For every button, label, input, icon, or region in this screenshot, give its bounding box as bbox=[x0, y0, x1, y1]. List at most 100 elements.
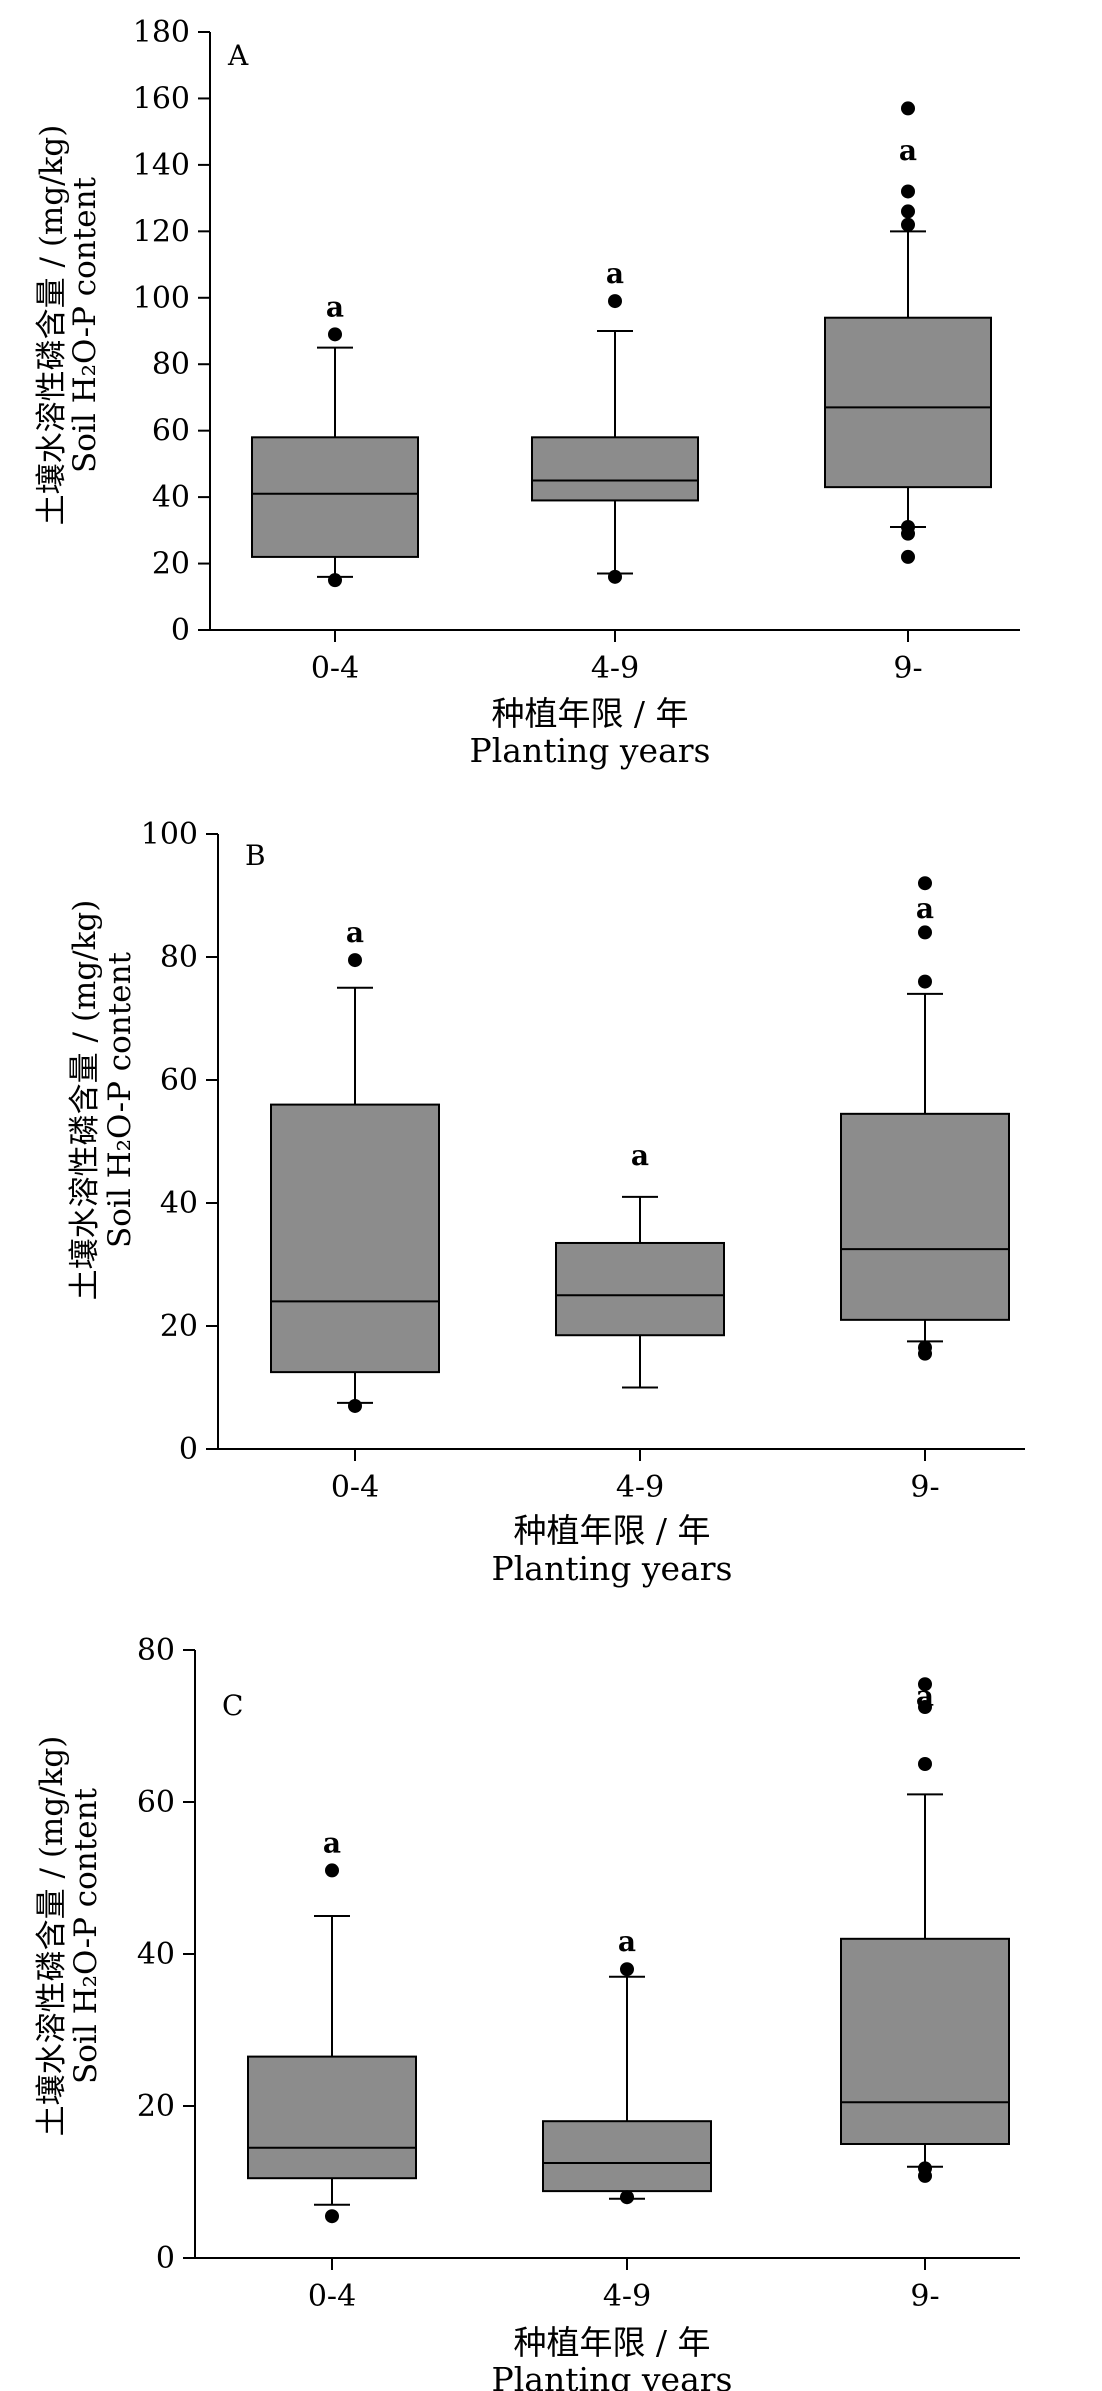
significance-label: a bbox=[606, 257, 624, 290]
x-tick-label: 9- bbox=[910, 1470, 939, 1505]
outlier-point bbox=[325, 2209, 339, 2224]
y-axis-label-cn: 土壤水溶性磷含量 / (mg/kg) bbox=[34, 125, 70, 526]
outlier-point bbox=[608, 569, 622, 584]
y-tick-label: 80 bbox=[137, 1633, 175, 1668]
outlier-point bbox=[918, 1700, 932, 1714]
panel-letter: B bbox=[245, 839, 266, 872]
outlier-point bbox=[348, 1398, 362, 1413]
iqr-box bbox=[270, 1103, 440, 1374]
y-tick-label: 0 bbox=[156, 2241, 175, 2276]
outlier-point bbox=[901, 204, 915, 219]
box-b-2: a bbox=[555, 1139, 725, 1389]
y-tick-label: 80 bbox=[160, 940, 198, 975]
y-tick-label: 60 bbox=[137, 1785, 175, 1820]
y-tick-label: 40 bbox=[137, 1937, 175, 1972]
x-tick-label: 0-4 bbox=[331, 1470, 379, 1505]
outlier-point bbox=[608, 294, 622, 309]
significance-label: a bbox=[323, 1826, 341, 1859]
x-tick-label: 4-9 bbox=[591, 651, 639, 686]
box-c-2: a bbox=[542, 1925, 712, 2205]
iqr-box bbox=[531, 436, 699, 502]
box-b-3: a bbox=[840, 876, 1010, 1361]
y-tick-label: 20 bbox=[137, 2089, 175, 2124]
panel-letter: A bbox=[227, 39, 249, 72]
x-axis-label-cn: 种植年限 / 年 bbox=[491, 694, 688, 733]
y-tick-label: 40 bbox=[160, 1186, 198, 1221]
outlier-point bbox=[901, 520, 915, 535]
panel-letter: C bbox=[222, 1689, 243, 1722]
y-axis-label-cn: 土壤水溶性磷含量 / (mg/kg) bbox=[67, 900, 103, 1301]
y-tick-label: 40 bbox=[152, 480, 190, 515]
significance-label: a bbox=[916, 892, 934, 925]
x-tick-label: 4-9 bbox=[603, 2279, 651, 2314]
y-tick-label: 120 bbox=[133, 214, 190, 249]
significance-label: a bbox=[618, 1925, 636, 1958]
outlier-point bbox=[328, 327, 342, 342]
iqr-box bbox=[840, 1112, 1010, 1321]
outlier-point bbox=[348, 953, 362, 968]
x-axis-label-en: Planting years bbox=[492, 1549, 733, 1588]
outlier-point bbox=[918, 1340, 932, 1355]
y-tick-label: 140 bbox=[133, 148, 190, 183]
x-tick-label: 0-4 bbox=[308, 2279, 356, 2314]
outlier-point bbox=[620, 2190, 634, 2205]
x-tick-label: 4-9 bbox=[616, 1470, 664, 1505]
significance-label: a bbox=[326, 290, 344, 323]
box-a-2: a bbox=[531, 257, 699, 584]
x-tick-label: 9- bbox=[910, 2279, 939, 2314]
outlier-point bbox=[328, 573, 342, 588]
y-tick-label: 60 bbox=[152, 414, 190, 449]
outlier-point bbox=[901, 101, 915, 116]
box-a-1: a bbox=[251, 290, 419, 588]
y-axis-label-en: Soil H₂O-P content bbox=[68, 1787, 104, 2084]
outlier-point bbox=[901, 549, 915, 564]
y-tick-label: 0 bbox=[179, 1432, 198, 1467]
significance-label: a bbox=[899, 134, 917, 167]
y-tick-label: 80 bbox=[152, 347, 190, 382]
y-axis-label-cn: 土壤水溶性磷含量 / (mg/kg) bbox=[34, 1736, 70, 2137]
outlier-point bbox=[918, 1757, 932, 1771]
box-c-1: a bbox=[247, 1826, 417, 2224]
y-tick-label: 20 bbox=[152, 547, 190, 582]
iqr-box bbox=[251, 436, 419, 558]
outlier-point bbox=[620, 1962, 634, 1977]
chart-panel-b: 0 20 40 60 80 100 0-4 4-9 9- a a a B 种植年限 / 年Planting… bbox=[67, 817, 1025, 1588]
y-tick-label: 0 bbox=[171, 613, 190, 648]
outlier-point bbox=[918, 2161, 932, 2176]
outlier-point bbox=[901, 217, 915, 232]
y-tick-label: 160 bbox=[133, 81, 190, 116]
iqr-box bbox=[247, 2055, 417, 2180]
outlier-point bbox=[918, 876, 932, 891]
x-axis-label-en: Planting years bbox=[470, 731, 711, 770]
iqr-box bbox=[555, 1241, 725, 1337]
x-axis-label-cn: 种植年限 / 年 bbox=[513, 1511, 710, 1550]
y-tick-label: 20 bbox=[160, 1309, 198, 1344]
outlier-point bbox=[901, 184, 915, 199]
y-tick-label: 60 bbox=[160, 1063, 198, 1098]
iqr-box bbox=[824, 316, 992, 489]
y-axis-label-en: Soil H₂O-P content bbox=[102, 951, 138, 1248]
significance-label: a bbox=[631, 1139, 649, 1172]
outlier-point bbox=[325, 1863, 339, 1878]
significance-label: a bbox=[346, 916, 364, 949]
outlier-point bbox=[918, 974, 932, 989]
outlier-point bbox=[918, 925, 932, 940]
iqr-box bbox=[542, 2120, 712, 2193]
iqr-box bbox=[840, 1937, 1010, 2146]
x-axis-label-en: Planting years bbox=[492, 2360, 733, 2391]
box-c-3: a bbox=[840, 1677, 1010, 2183]
y-tick-label: 100 bbox=[141, 817, 198, 852]
chart-panel-a: 0 20 40 60 80 100 120 140 160 180 0-4 4-9 9- a a a A 种植年限… bbox=[34, 15, 1020, 770]
x-axis-label-cn: 种植年限 / 年 bbox=[513, 2323, 710, 2362]
x-tick-label: 9- bbox=[893, 651, 922, 686]
significance-label: a bbox=[916, 1680, 934, 1713]
y-tick-label: 180 bbox=[133, 15, 190, 50]
box-b-1: a bbox=[270, 916, 440, 1413]
y-axis-label-en: Soil H₂O-P content bbox=[67, 176, 103, 473]
x-tick-label: 0-4 bbox=[311, 651, 359, 686]
box-a-3: a bbox=[824, 101, 992, 564]
outlier-point bbox=[918, 1677, 932, 1692]
y-tick-label: 100 bbox=[133, 281, 190, 316]
